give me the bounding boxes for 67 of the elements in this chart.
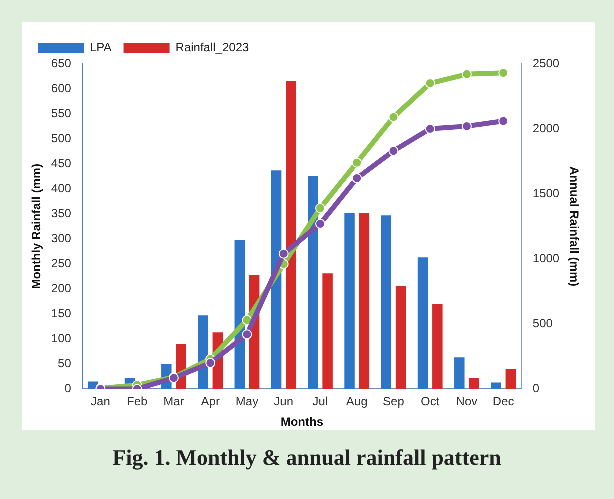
point [462, 121, 472, 132]
bar [271, 170, 282, 390]
bar [491, 382, 502, 390]
x-tick-label: Mar [164, 394, 184, 409]
y-tick-label: 300 [51, 231, 72, 246]
text: Fig. 1. Monthly & annual rainfall pattern [112, 445, 502, 471]
y-tick-label: 100 [51, 331, 72, 346]
point [462, 69, 472, 80]
y-tick-label: 0 [64, 382, 72, 396]
point [315, 203, 326, 214]
y-tick-label: 650 [51, 56, 72, 70]
x-tick-label: Aug [346, 394, 368, 409]
bar [469, 378, 480, 390]
bar [432, 304, 443, 390]
y-tick-label: 350 [51, 206, 72, 220]
y-tick-label: 400 [51, 181, 72, 196]
point [388, 112, 399, 122]
x-tick-label: Feb [127, 394, 148, 409]
x-tick-label: Sep [383, 394, 405, 409]
point [498, 116, 509, 126]
y-tick-label: 450 [51, 156, 72, 170]
point [278, 248, 289, 259]
y-tick-label: 50 [58, 356, 72, 370]
x-axis-title: Months [280, 415, 324, 430]
bar [396, 286, 406, 390]
bar [322, 274, 333, 390]
y-axis-title: Monthly Rainfall (mm) [30, 164, 44, 290]
point [315, 219, 326, 229]
point [242, 330, 252, 340]
y-tick-label: 550 [51, 106, 72, 120]
bar [418, 258, 428, 390]
x-tick-label: May [236, 394, 259, 409]
y2-tick-label: 2000 [532, 121, 560, 136]
x-tick-label: Jul [312, 394, 328, 409]
y2-tick-label: 500 [532, 316, 554, 330]
y-tick-label: 150 [51, 306, 72, 320]
bar [454, 358, 465, 390]
bar [286, 81, 296, 390]
x-tick-label: Nov [456, 394, 478, 409]
point [352, 173, 362, 184]
point [425, 124, 436, 134]
y2-tick-label: 2500 [532, 56, 560, 70]
bar [359, 213, 370, 390]
point [498, 68, 509, 78]
legend-label: Rainfall_2023 [176, 40, 250, 54]
x-tick-label: Oct [421, 394, 440, 409]
y2-tick-label: 1000 [532, 251, 560, 266]
point [206, 358, 216, 368]
y2-tick-label: 1500 [532, 186, 560, 200]
x-tick-label: Jan [91, 394, 110, 409]
y-tick-label: 500 [51, 131, 72, 146]
bar [308, 176, 318, 390]
x-tick-label: Jun [274, 394, 294, 409]
x-tick-label: Apr [201, 394, 220, 409]
point [425, 78, 436, 89]
point [352, 158, 362, 168]
y-tick-label: 600 [51, 81, 72, 96]
bar [506, 369, 516, 390]
y-tick-label: 250 [51, 256, 72, 270]
point [388, 146, 399, 156]
y2-tick-label: 0 [532, 382, 540, 396]
y2-axis-title: Annual Rainfall (mm) [567, 166, 582, 287]
bar [381, 216, 392, 390]
legend-label: LPA [90, 40, 112, 54]
y-tick-label: 200 [51, 281, 72, 296]
x-tick-label: Dec [492, 394, 514, 409]
bar [344, 213, 355, 390]
